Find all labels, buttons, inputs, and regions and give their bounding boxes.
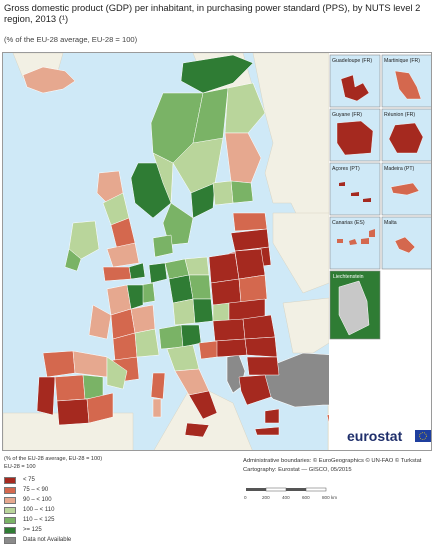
legend-swatch — [4, 537, 16, 544]
legend-label: >= 125 — [23, 527, 42, 533]
regions-central-north — [140, 234, 214, 326]
eu-flag-icon — [415, 430, 431, 442]
inset-label-canarias: Canarias (ES) — [332, 220, 365, 226]
eurostat-logo: eurostat — [347, 428, 431, 444]
page-title: Gross domestic product (GDP) per inhabit… — [4, 2, 421, 24]
legend-note: (% of the EU-28 average, EU-28 = 100) — [4, 456, 103, 462]
regions-norway — [130, 54, 254, 219]
inset-canarias: Canarias (ES) — [329, 216, 381, 270]
legend-item-not-available: Data not Available — [4, 536, 124, 546]
regions-finland — [212, 82, 266, 206]
legend-item-90-100: 90 – < 100 — [4, 496, 124, 506]
regions-sweden — [162, 87, 229, 246]
regions-iberia — [36, 350, 128, 426]
inset-label-acores: Açores (PT) — [332, 166, 360, 172]
inset-martinique: Martinique (FR) — [381, 54, 431, 108]
inset-guadeloupe: Guadeloupe (FR) — [329, 54, 381, 108]
legend-swatch — [4, 497, 16, 504]
legend-item-110-125: 110 – < 125 — [4, 516, 124, 526]
legend-swatch — [4, 507, 16, 514]
map-svg: Guadeloupe (FR) Martinique (FR) Guyane (… — [3, 53, 431, 450]
legend-swatch — [4, 487, 16, 494]
credits-boundaries: Administrative boundaries: © EuroGeograp… — [243, 458, 422, 464]
legend-label: < 75 — [23, 477, 35, 483]
page-subtitle: (% of the EU-28 average, EU-28 = 100) — [4, 35, 138, 44]
legend-swatch — [4, 517, 16, 524]
scale-tick: 800 km — [322, 495, 337, 500]
inset-acores: Açores (PT) — [329, 162, 381, 216]
inset-guyane: Guyane (FR) — [329, 108, 381, 162]
regions-italy — [150, 324, 218, 438]
credits: Administrative boundaries: © EuroGeograp… — [243, 457, 421, 475]
legend-item-100-110: 100 – < 110 — [4, 506, 124, 516]
legend-label: 75 – < 90 — [23, 487, 49, 493]
insets-panel: Guadeloupe (FR) Martinique (FR) Guyane (… — [329, 53, 431, 450]
scale-tick: 400 — [282, 495, 290, 500]
legend-item-ge125: >= 125 — [4, 526, 124, 536]
scale-bar: 0 200 400 600 800 km — [243, 484, 363, 513]
legend-label: Data not Available — [23, 537, 72, 543]
inset-malta: Malta — [381, 216, 431, 270]
scale-bar-svg: 0 200 400 600 800 km — [244, 487, 337, 500]
legend-item-75-90: 75 – < 90 — [4, 486, 124, 496]
legend-swatch — [4, 477, 16, 484]
inset-label-malta: Malta — [384, 220, 397, 226]
legend-item-lt75: < 75 — [4, 476, 124, 486]
regions-uk-ireland — [64, 170, 146, 282]
legend-label: 100 – < 110 — [23, 507, 55, 513]
credits-cartography: Cartography: Eurostat — GISCO, 05/2015 — [243, 467, 352, 473]
eurostat-logo-text: eurostat — [347, 428, 403, 444]
region-iceland — [22, 66, 76, 94]
inset-label-madeira: Madeira (PT) — [384, 166, 415, 172]
regions-eastern — [198, 248, 280, 424]
legend-label: 90 – < 100 — [23, 497, 52, 503]
scale-tick: 600 — [302, 495, 310, 500]
inset-label-guyane: Guyane (FR) — [332, 112, 362, 118]
inset-label-guadeloupe: Guadeloupe (FR) — [332, 58, 372, 64]
legend: < 75 75 – < 90 90 – < 100 100 – < 110 11… — [4, 476, 124, 546]
inset-madeira: Madeira (PT) — [381, 162, 431, 216]
scale-tick: 0 — [244, 495, 247, 500]
inset-label-reunion: Réunion (FR) — [384, 112, 415, 118]
inset-liechtenstein: Liechtenstein — [329, 270, 381, 340]
inset-label-martinique: Martinique (FR) — [384, 58, 420, 64]
map-frame: Guadeloupe (FR) Martinique (FR) Guyane (… — [2, 52, 432, 451]
inset-label-liechtenstein: Liechtenstein — [333, 274, 364, 280]
legend-swatch — [4, 527, 16, 534]
legend-base: EU-28 = 100 — [4, 464, 36, 470]
scale-tick: 200 — [262, 495, 270, 500]
legend-label: 110 – < 125 — [23, 517, 55, 523]
inset-reunion: Réunion (FR) — [381, 108, 431, 162]
